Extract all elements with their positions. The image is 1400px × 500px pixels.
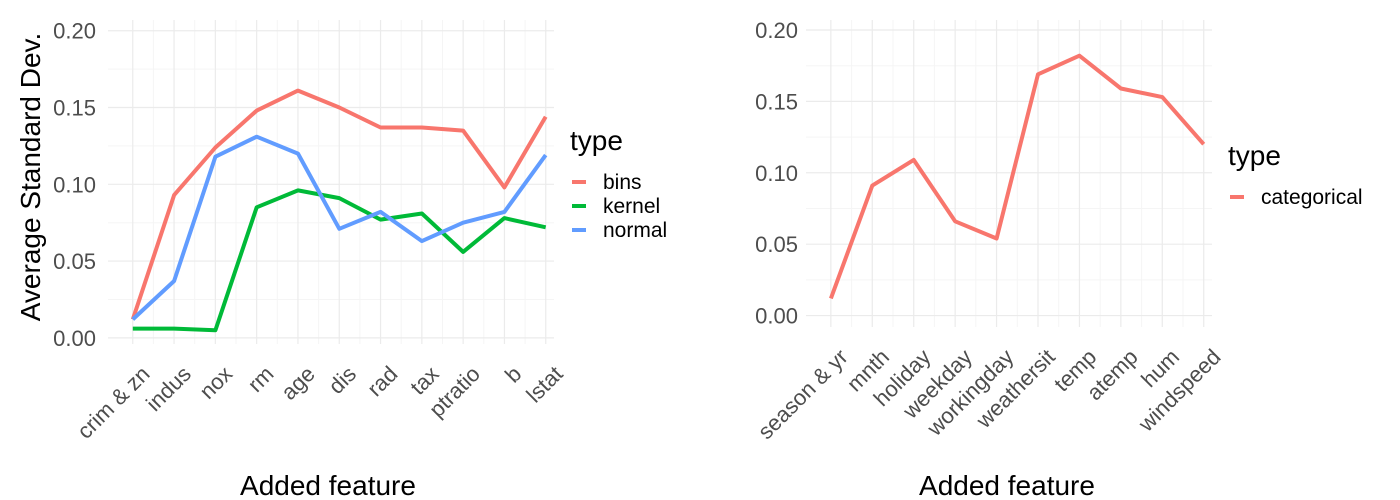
x-tick-label: nox bbox=[194, 361, 237, 404]
series-line-bins bbox=[130, 88, 548, 321]
legend-title: type bbox=[1228, 140, 1281, 171]
legend-label-kernel: kernel bbox=[603, 195, 660, 218]
y-tick-label: 0.10 bbox=[53, 172, 96, 197]
x-tick-label: crim & zn bbox=[72, 361, 155, 444]
series-line-kernel bbox=[132, 188, 547, 333]
x-tick-label: lstat bbox=[521, 361, 567, 407]
x-axis-title: Added feature bbox=[919, 470, 1095, 500]
legend: type categorical bbox=[1228, 140, 1363, 209]
y-tick-label: 0.15 bbox=[53, 96, 96, 121]
x-tick-label: b bbox=[500, 361, 526, 387]
y-tick-label: 0.20 bbox=[53, 19, 96, 44]
y-tick-label: 0.05 bbox=[53, 249, 96, 274]
y-tick-label: 0.00 bbox=[755, 304, 798, 329]
x-tick-label: dis bbox=[324, 361, 362, 399]
x-tick-label: rad bbox=[362, 361, 402, 401]
y-tick-label: 0.15 bbox=[755, 89, 798, 114]
x-tick-label: indus bbox=[141, 361, 196, 416]
legend-label-categorical: categorical bbox=[1261, 186, 1363, 209]
x-tick-label: rm bbox=[243, 361, 279, 397]
y-tick-label: 0.20 bbox=[755, 18, 798, 43]
y-tick-label: 0.00 bbox=[53, 326, 96, 351]
y-axis-title: Average Standard Dev. bbox=[15, 33, 46, 321]
y-tick-label: 0.05 bbox=[755, 232, 798, 257]
series-line-categorical bbox=[829, 53, 1206, 300]
series-line-normal bbox=[131, 134, 548, 321]
y-tick-label: 0.10 bbox=[755, 161, 798, 186]
legend-title: type bbox=[570, 125, 623, 156]
x-axis-title: Added feature bbox=[240, 470, 416, 500]
x-tick-label: age bbox=[276, 361, 320, 405]
x-tick-label: season & yr bbox=[753, 344, 853, 444]
legend-label-normal: normal bbox=[603, 219, 667, 242]
legend-label-bins: bins bbox=[603, 171, 642, 194]
